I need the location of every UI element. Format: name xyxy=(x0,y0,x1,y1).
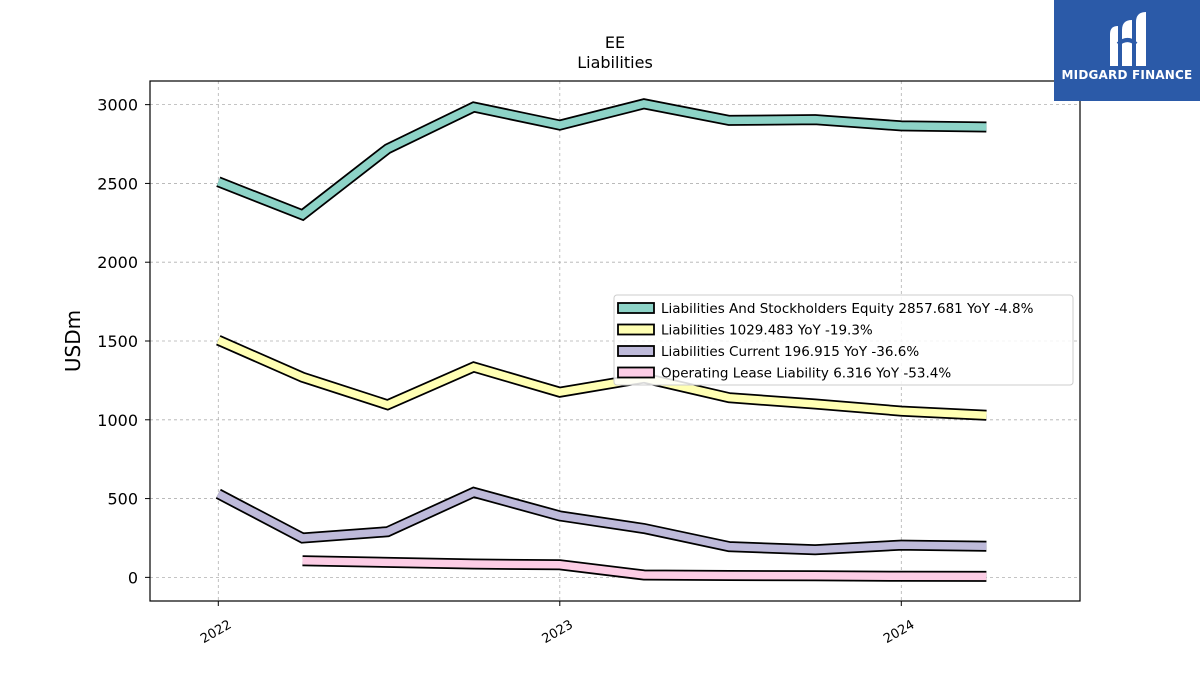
series-line xyxy=(302,557,987,581)
y-tick-label: 2500 xyxy=(97,174,138,193)
y-tick-label: 2000 xyxy=(97,253,138,272)
x-tick-label: 2022 xyxy=(198,617,234,647)
legend-label: Liabilities 1029.483 YoY -19.3% xyxy=(661,323,873,339)
y-tick-label: 1500 xyxy=(97,332,138,351)
series-layer xyxy=(215,98,987,582)
legend-label: Operating Lease Liability 6.316 YoY -53.… xyxy=(661,366,951,382)
chart-subtitle: Liabilities xyxy=(577,53,653,72)
x-axis: 2022 2023 2024 xyxy=(198,601,917,647)
series-line xyxy=(216,336,987,419)
legend-label: Liabilities Current 196.915 YoY -36.6% xyxy=(661,344,919,360)
legend-swatch xyxy=(617,323,655,336)
y-tick-label: 0 xyxy=(128,568,138,587)
y-axis-label: USDm xyxy=(61,310,85,372)
series-line xyxy=(216,488,987,554)
x-tick-label: 2023 xyxy=(540,617,576,647)
legend-label: Liabilities And Stockholders Equity 2857… xyxy=(661,301,1034,317)
chart-title: EE xyxy=(605,33,625,52)
logo-text: MIDGARD FINANCE xyxy=(1061,68,1193,82)
y-tick-label: 3000 xyxy=(97,96,138,115)
legend-box xyxy=(613,294,1074,386)
legend-swatch xyxy=(617,302,655,314)
y-axis: 0 500 1000 1500 2000 2500 3000 xyxy=(97,96,150,587)
x-tick-label: 2024 xyxy=(881,617,917,647)
y-tick-label: 500 xyxy=(107,490,138,509)
logo-mark-icon xyxy=(1110,12,1146,66)
midgard-finance-logo: MIDGARD FINANCE xyxy=(1054,0,1200,101)
legend-swatch xyxy=(617,366,655,379)
series-line xyxy=(216,99,987,220)
y-tick-label: 1000 xyxy=(97,411,138,430)
legend: Liabilities And Stockholders Equity 2857… xyxy=(613,294,1074,386)
legend-swatch xyxy=(617,345,655,357)
